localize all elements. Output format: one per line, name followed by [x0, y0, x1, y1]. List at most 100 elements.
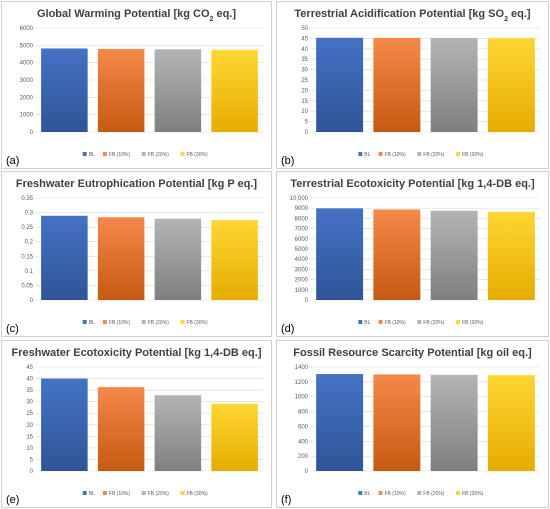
bar-bl: [41, 378, 88, 471]
y-tick-label: 4000: [20, 61, 34, 67]
legend-label: FB (10%): [385, 152, 406, 158]
y-tick-label: 0.25: [21, 225, 33, 231]
legend-swatch: [417, 152, 422, 156]
legend-label: FB (20%): [148, 491, 169, 497]
chart-svg: Terrestrial Acidification Potential [kg …: [281, 8, 540, 167]
bar-fb-10: [373, 37, 421, 132]
y-tick-label: 0.05: [21, 283, 33, 289]
legend-label: FB (20%): [423, 152, 444, 158]
legend-label: BL: [89, 152, 95, 158]
chart-title: Global Warming Potential [kg CO2 eq.]: [37, 8, 236, 23]
legend-label: BL: [89, 491, 95, 497]
legend-label: FB (20%): [148, 152, 169, 158]
legend-swatch: [378, 152, 383, 156]
chart-panel-a: Global Warming Potential [kg CO2 eq.] 0 10…: [1, 1, 272, 169]
legend-label: FB (30%): [187, 320, 208, 326]
legend-swatch: [82, 152, 87, 156]
y-tick-label: 0.1: [25, 269, 34, 275]
chart-svg: Freshwater Ecotoxicity Potential [kg 1,4…: [6, 347, 263, 506]
legend-swatch: [358, 491, 363, 495]
bar-fb-10: [97, 48, 145, 133]
y-tick-label: 25: [26, 411, 33, 417]
y-tick-label: 20: [26, 423, 33, 429]
y-tick-label: 400: [298, 439, 309, 445]
chart-title: Terrestrial Ecotoxicity Potential [kg 1,…: [290, 178, 535, 190]
y-tick-label: 0: [30, 298, 34, 304]
bar-bl: [316, 374, 364, 471]
bar-fb-30: [487, 211, 535, 300]
legend-label: FB (10%): [385, 491, 406, 497]
bar-fb-10: [97, 217, 145, 300]
y-tick-label: 30: [26, 400, 33, 406]
y-tick-label: 1000: [20, 113, 34, 119]
chart-panel-f: Fossil Resource Scarcity Potential [kg o…: [276, 340, 549, 508]
panel-label: (b): [281, 155, 294, 167]
bar-fb-20: [154, 395, 202, 471]
panel-label: (a): [6, 155, 19, 167]
y-tick-label: 15: [301, 99, 308, 105]
legend-swatch: [141, 320, 146, 324]
bar-bl: [41, 48, 88, 132]
legend-swatch: [358, 320, 363, 324]
bar-fb-30: [211, 403, 258, 471]
y-tick-label: 0: [305, 130, 309, 136]
legend-swatch: [456, 320, 461, 324]
legend-swatch: [180, 491, 185, 495]
legend-label: FB (30%): [462, 491, 483, 497]
y-tick-label: 0: [305, 469, 309, 475]
bar-fb-30: [211, 220, 258, 300]
y-tick-label: 600: [298, 424, 309, 430]
y-tick-label: 5000: [295, 247, 309, 253]
y-tick-label: 35: [26, 388, 33, 394]
y-tick-label: 6000: [20, 26, 34, 32]
legend-swatch: [378, 320, 383, 324]
panel-label: (c): [6, 323, 19, 335]
legend-label: FB (30%): [462, 152, 483, 158]
y-tick-label: 0: [30, 130, 34, 136]
bar-fb-10: [97, 387, 145, 471]
legend-label: FB (10%): [385, 320, 406, 326]
chart-svg: Fossil Resource Scarcity Potential [kg o…: [281, 347, 540, 506]
legend-swatch: [358, 152, 363, 156]
legend-swatch: [378, 491, 383, 495]
y-tick-label: 30: [301, 68, 308, 74]
y-tick-label: 25: [301, 78, 308, 84]
legend-label: FB (10%): [109, 320, 130, 326]
legend-swatch: [417, 320, 422, 324]
chart-panel-b: Terrestrial Acidification Potential [kg …: [276, 1, 549, 169]
panel-label: (d): [281, 323, 294, 335]
y-tick-label: 0: [30, 469, 34, 475]
y-tick-label: 0.35: [21, 196, 33, 202]
y-tick-label: 3000: [295, 267, 309, 273]
y-tick-label: 5: [30, 457, 34, 463]
chart-svg: Global Warming Potential [kg CO2 eq.] 0 10…: [6, 8, 263, 167]
legend-swatch: [141, 152, 146, 156]
chart-title: Fossil Resource Scarcity Potential [kg o…: [293, 347, 532, 359]
y-tick-label: 5000: [20, 43, 34, 49]
y-tick-label: 0.3: [25, 211, 34, 217]
chart-panel-e: Freshwater Ecotoxicity Potential [kg 1,4…: [1, 340, 272, 508]
legend-swatch: [180, 320, 185, 324]
y-tick-label: 45: [26, 365, 33, 371]
bar-bl: [316, 208, 364, 300]
y-tick-label: 10: [301, 109, 308, 115]
y-tick-label: 5: [305, 120, 309, 126]
y-tick-label: 20: [301, 88, 308, 94]
y-tick-label: 7000: [295, 227, 309, 233]
bar-fb-20: [154, 218, 202, 300]
legend-label: BL: [364, 152, 370, 158]
y-tick-label: 1000: [295, 395, 309, 401]
legend-swatch: [82, 491, 87, 495]
bar-fb-30: [211, 49, 258, 133]
panel-label: (f): [281, 494, 291, 506]
legend-label: FB (10%): [109, 152, 130, 158]
chart-svg: Terrestrial Ecotoxicity Potential [kg 1,…: [281, 178, 540, 335]
y-tick-label: 1000: [295, 288, 309, 294]
bar-bl: [41, 215, 88, 300]
legend-label: BL: [364, 320, 370, 326]
y-tick-label: 800: [298, 410, 309, 416]
y-tick-label: 0: [305, 298, 309, 304]
legend-label: BL: [89, 320, 95, 326]
bar-fb-20: [430, 210, 478, 300]
